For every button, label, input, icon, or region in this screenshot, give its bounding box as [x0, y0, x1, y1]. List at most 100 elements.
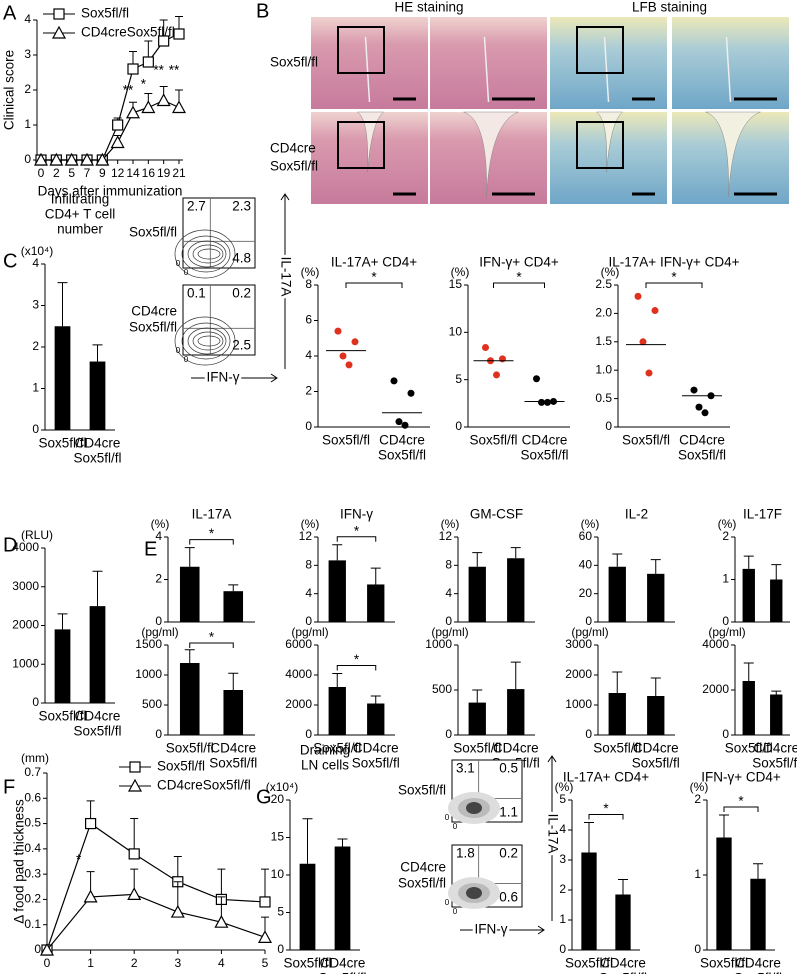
y-tick-label: 2000: [285, 697, 312, 711]
error-bar: [228, 672, 239, 690]
panel-letter: F: [3, 776, 15, 798]
x-tick-label: 0: [44, 956, 51, 970]
error-bar: [57, 282, 68, 327]
sulcus: [705, 111, 761, 198]
y-tick-label: 3: [32, 298, 39, 312]
sample-label: Sox5fl/fl: [129, 320, 177, 335]
error-bar: [92, 344, 103, 362]
significance-label: *: [141, 76, 147, 91]
y-tick-label: 4: [559, 822, 566, 836]
flow-contour: [174, 316, 236, 366]
y-tick-label: 2: [559, 882, 566, 896]
x-tick-label: Sox5fl/fl: [622, 433, 670, 448]
chart-title: IFN-γ+ CD4+: [701, 770, 781, 785]
bar: [507, 689, 525, 735]
unit-label: (%): [441, 517, 460, 531]
origin-label: 0: [184, 268, 189, 277]
y-tick-label: 20: [271, 792, 285, 806]
dot: [690, 386, 698, 394]
x-tick-label: Sox5fl/fl: [734, 971, 782, 974]
error-bar: [719, 814, 729, 838]
error-bar: [332, 544, 343, 561]
bar: [608, 693, 626, 735]
chart-title: IFN-γ+ CD4+: [479, 255, 559, 270]
dot: [533, 375, 540, 383]
error-bar: [510, 661, 521, 690]
point: [79, 152, 95, 166]
y-tick-label: 6: [305, 313, 312, 327]
chart-title: GM-CSF: [470, 507, 523, 522]
dot: [401, 421, 409, 429]
unit-label: (%): [718, 517, 737, 531]
flow-contour: [197, 248, 221, 260]
error-bar: [302, 818, 313, 864]
point: [127, 63, 139, 75]
flow-contour: [192, 244, 224, 264]
y-arrow: [280, 193, 290, 369]
bar: [299, 863, 316, 950]
y-tick-label: 12: [299, 529, 313, 543]
dot: [701, 409, 709, 417]
y-tick-label: 20: [579, 586, 593, 600]
significance-label: *: [738, 794, 744, 809]
y-tick-label: 0: [585, 727, 592, 741]
x-axis-label: IFN-γ: [475, 922, 508, 937]
y-tick-label: 6000: [285, 637, 312, 651]
y-tick-label: 0.5: [595, 391, 612, 405]
chart-title: IL-17A+ IFN-γ+ CD4+: [609, 255, 740, 270]
quadrant-value: 1.8: [456, 846, 475, 861]
point: [112, 119, 124, 131]
bar: [770, 579, 783, 622]
error-bar: [612, 553, 623, 567]
point: [33, 152, 49, 166]
y-tick-label: 1: [32, 381, 39, 395]
unit-label: (pg/ml): [141, 625, 178, 639]
panel-letter: A: [3, 2, 17, 24]
y-tick-label: 5: [277, 905, 284, 919]
x-tick-label: Sox5fl/fl: [453, 741, 501, 756]
sulcus: [463, 111, 519, 198]
unit-label: (x10⁴): [266, 780, 299, 794]
unit-label: (%): [451, 265, 470, 279]
y-tick-label: 0: [305, 727, 312, 741]
y-tick-label: 2.5: [595, 277, 612, 291]
y-tick-label: 0: [34, 942, 41, 956]
x-tick-label: Sox5fl/fl: [209, 756, 257, 771]
sample-label: CD4cre: [131, 304, 177, 319]
error-bar: [370, 695, 381, 704]
unit-label: (%): [151, 517, 170, 531]
panel-letter: G: [256, 786, 272, 808]
point: [129, 761, 141, 773]
x-tick-label: Sox5fl/fl: [700, 956, 748, 971]
bar: [54, 629, 71, 703]
significance-bracket: [645, 282, 703, 288]
unit-label: (mm): [21, 751, 49, 765]
sample-label: Sox5fl/fl: [129, 225, 177, 240]
bar: [770, 694, 783, 735]
chart-title: IL-17F: [743, 507, 782, 522]
y-tick-label: 2: [694, 792, 701, 806]
y-tick-label: 0: [722, 727, 729, 741]
y-axis-label: IL-17A: [545, 814, 560, 854]
y-tick-label: 1: [559, 912, 566, 926]
x-tick-label: Sox5fl/fl: [322, 433, 370, 448]
unit-label: (%): [301, 265, 320, 279]
y-axis-label: Δ food pad thickness: [12, 799, 27, 924]
y-tick-label: 0.3: [24, 866, 41, 880]
x-arrow: [191, 373, 278, 383]
column-header: HE staining: [394, 0, 463, 15]
error-bar: [743, 662, 754, 681]
error-bar: [650, 677, 661, 696]
y-tick-label: 40: [579, 558, 593, 572]
panel-letter: E: [144, 538, 157, 560]
y-tick-label: 10: [449, 325, 463, 339]
x-tick-label: CD4cre: [493, 741, 539, 756]
origin-label: 0: [176, 346, 181, 355]
y-tick-label: 2: [722, 529, 729, 543]
unit-label: (RLU): [21, 528, 53, 542]
chart-title: IL-17A+ CD4+: [563, 770, 649, 785]
row-label: Sox5fl/fl: [270, 159, 318, 174]
y-tick-label: 15: [271, 830, 285, 844]
bar: [615, 894, 631, 950]
